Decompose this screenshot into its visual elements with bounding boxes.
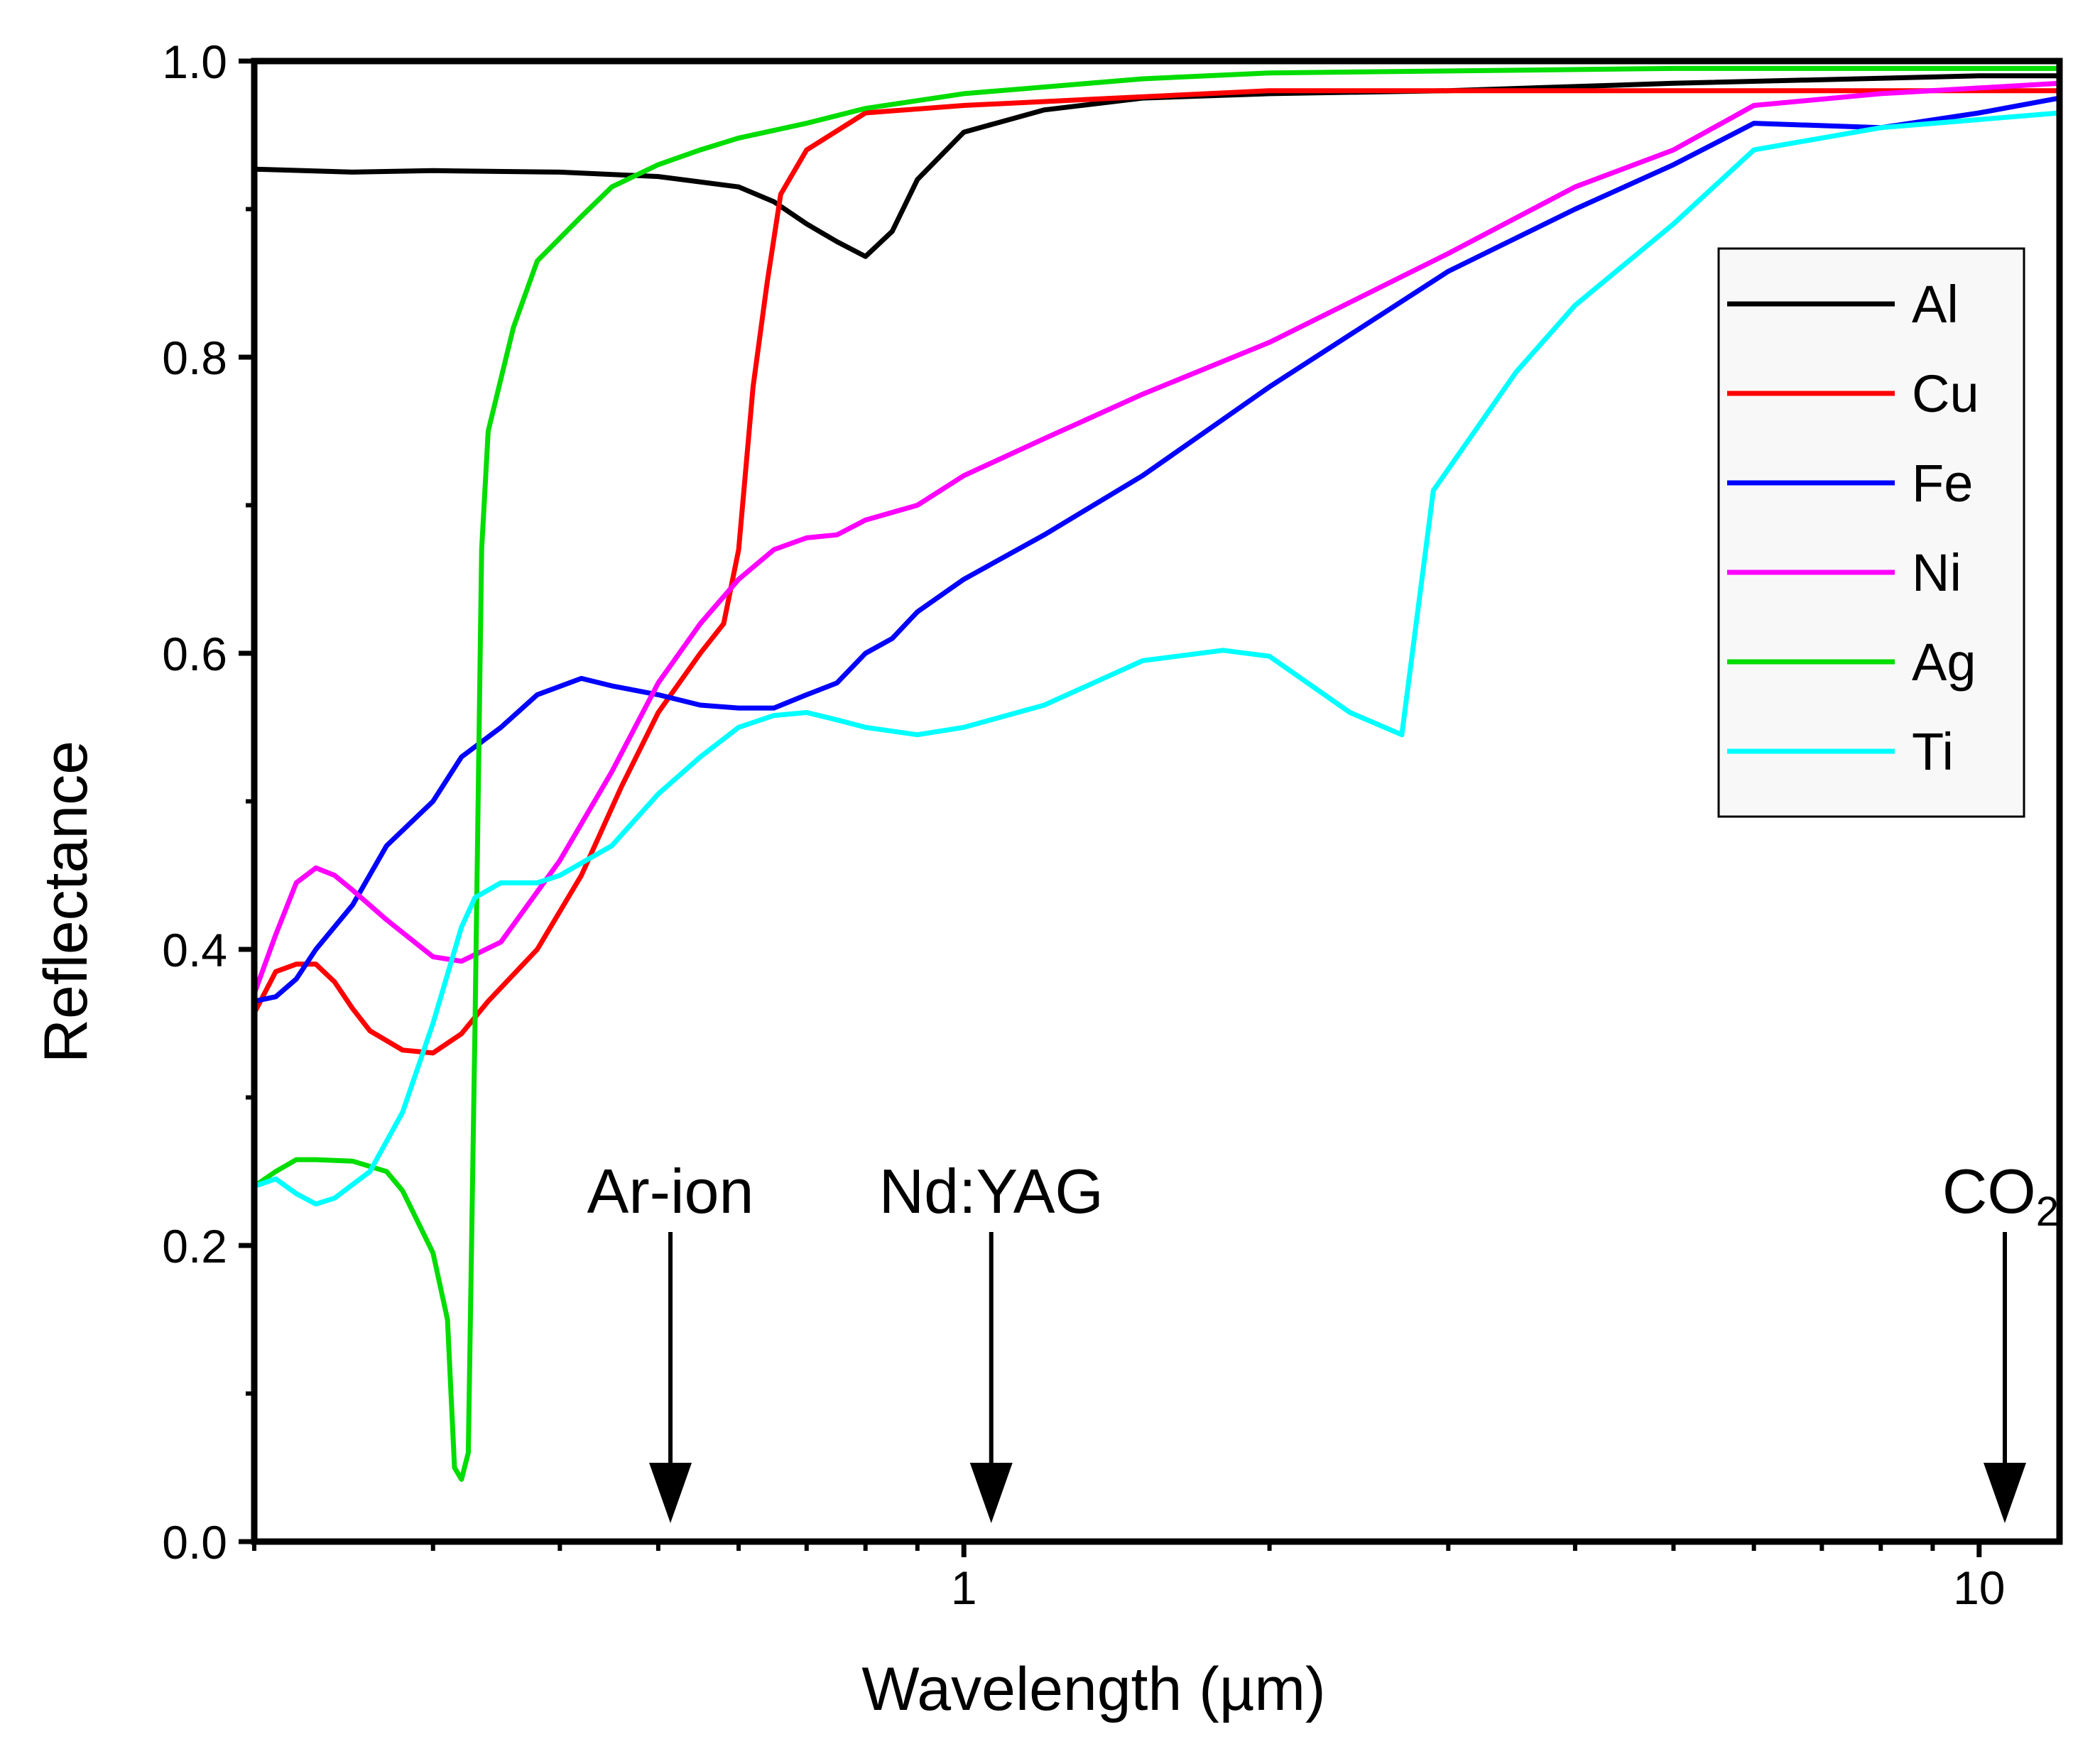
legend: Al Cu Fe Ni Ag Ti [1717, 247, 2025, 818]
legend-label-ag: Ag [1912, 633, 1976, 692]
y-tick-label: 0.8 [162, 332, 227, 384]
legend-items: Al Cu Fe Ni Ag Ti [1727, 275, 1979, 781]
tick-layer: 0.0 0.2 0.4 0.6 0.8 1.0 1 10 [162, 36, 2005, 1614]
legend-label-al: Al [1912, 275, 1959, 334]
annotation-label-ar-ion: Ar-ion [587, 1156, 754, 1226]
annotation-arrowhead [969, 1463, 1013, 1523]
legend-label-cu: Cu [1912, 364, 1979, 423]
legend-label-ti: Ti [1912, 722, 1954, 781]
y-tick-label: 1.0 [162, 36, 227, 88]
annotation-arrowhead [1983, 1463, 2026, 1523]
y-axis-title: Reflectance [32, 741, 100, 1063]
series-line-cu [251, 88, 2062, 1056]
y-tick-label: 0.6 [162, 628, 227, 680]
annotation-layer: Ar-ion Nd:YAG CO2 [587, 1156, 2059, 1523]
annotation-label-co: CO2 [1942, 1156, 2059, 1235]
series-line-ag [251, 65, 2062, 1482]
y-tick-label: 0.0 [162, 1516, 227, 1569]
series-line-fe [251, 95, 2062, 1004]
annotation-label-nd-yag: Nd:YAG [879, 1156, 1104, 1226]
series-line-ti [251, 110, 2062, 1207]
annotation-arrowhead [649, 1463, 692, 1523]
x-tick-label: 10 [1953, 1561, 2005, 1614]
legend-label-fe: Fe [1912, 454, 1973, 513]
y-tick-label: 0.4 [162, 924, 227, 976]
legend-box [1717, 247, 2025, 818]
series-layer [251, 65, 2062, 1482]
x-tick-label: 1 [951, 1561, 977, 1614]
legend-label-ni: Ni [1912, 543, 1962, 602]
series-line-ni [251, 80, 2062, 996]
annotation-subscript: 2 [2036, 1189, 2059, 1235]
y-tick-label: 0.2 [162, 1220, 227, 1272]
x-axis-title: Wavelength (µm) [861, 1655, 1325, 1723]
